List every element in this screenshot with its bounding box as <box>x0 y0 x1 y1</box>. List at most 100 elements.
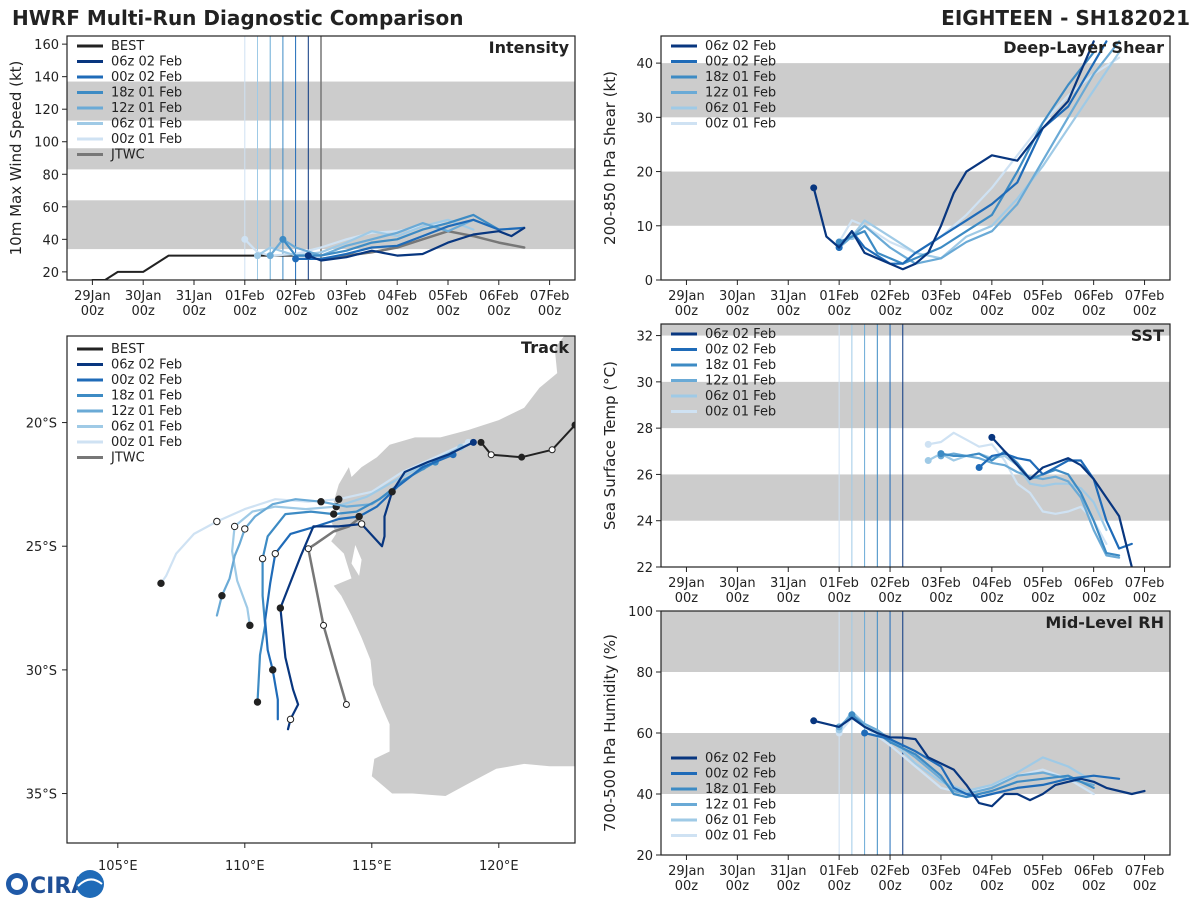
track-plot-area <box>157 336 575 796</box>
rh-xtick-sublabel: 00z <box>878 879 902 894</box>
intensity-xtick-label: 01Feb <box>225 289 265 304</box>
cira-logo: CIRA <box>6 870 104 899</box>
shear-xtick-sublabel: 00z <box>1082 304 1106 319</box>
intensity-ytick-label: 40 <box>42 233 59 248</box>
sst-panel: 22242628303229Jan00z30Jan00z31Jan00z01Fe… <box>601 323 1171 606</box>
rh-legend-label: 18z 01 Feb <box>705 782 776 797</box>
sst-xtick-label: 01Feb <box>819 576 859 591</box>
track-point <box>269 666 277 674</box>
intensity-legend-label: 12z 01 Feb <box>111 101 182 116</box>
rh-ytick-label: 100 <box>628 605 653 620</box>
rh-xtick-label: 29Jan <box>668 864 705 879</box>
best-track-point <box>477 438 485 446</box>
best-track-point <box>571 421 575 429</box>
shear-xtick-sublabel: 00z <box>980 304 1004 319</box>
track-point <box>330 510 338 518</box>
series-init-marker <box>848 711 856 719</box>
sst-frame <box>660 323 1171 568</box>
rh-xtick-label: 06Feb <box>1074 864 1114 879</box>
sst-xtick-label: 03Feb <box>921 576 961 591</box>
sst-legend-label: 18z 01 Feb <box>705 358 776 373</box>
track-legend-label: 00z 02 Feb <box>111 373 182 388</box>
best-line <box>91 254 310 280</box>
sst-xtick-sublabel: 00z <box>980 591 1004 606</box>
track-init-marker <box>469 438 477 446</box>
intensity-ytick-label: 160 <box>34 38 59 53</box>
series-init-marker <box>861 729 869 737</box>
intensity-xtick-sublabel: 00z <box>233 304 257 319</box>
rh-xtick-label: 01Feb <box>819 864 859 879</box>
track-point <box>286 715 295 724</box>
track-xtick-label: 115°E <box>352 859 392 874</box>
shear-xtick-sublabel: 00z <box>878 304 902 319</box>
sst-ytick-label: 22 <box>636 561 653 576</box>
sst-ytick-label: 28 <box>636 422 653 437</box>
track-point <box>218 591 226 600</box>
track-series-line-6 <box>159 441 470 585</box>
intensity-xtick-sublabel: 00z <box>538 304 562 319</box>
sst-legend-label: 12z 01 Feb <box>705 374 776 389</box>
rh-xtick-sublabel: 00z <box>1031 879 1055 894</box>
shear-panel: 01020304029Jan00z30Jan00z31Jan00z01Feb00… <box>601 35 1171 319</box>
jtwc-track-point <box>342 701 350 709</box>
track-ytick-label: 35°S <box>26 788 57 803</box>
intensity-ytick-label: 100 <box>34 136 59 151</box>
shear-xtick-label: 02Feb <box>870 289 910 304</box>
intensity-legend-label: 06z 01 Feb <box>111 117 182 132</box>
shear-ytick-label: 30 <box>636 111 653 126</box>
shear-xtick-sublabel: 00z <box>675 304 699 319</box>
rh-xtick-sublabel: 00z <box>980 879 1004 894</box>
shear-legend-label: 06z 02 Feb <box>705 39 776 54</box>
rh-xtick-sublabel: 00z <box>726 879 750 894</box>
track-ytick-label: 20°S <box>26 417 57 432</box>
track-point <box>258 554 267 563</box>
rh-xtick-sublabel: 00z <box>929 879 953 894</box>
track-point <box>213 517 221 526</box>
rh-xtick-sublabel: 00z <box>827 879 851 894</box>
series-init-marker <box>241 235 249 243</box>
track-legend-label: 18z 01 Feb <box>111 389 182 404</box>
series-init-marker <box>924 440 932 448</box>
rh-xtick-label: 07Feb <box>1125 864 1165 879</box>
rh-legend-label: 00z 01 Feb <box>705 829 776 844</box>
rh-ytick-label: 60 <box>636 727 653 742</box>
sst-xtick-label: 02Feb <box>870 576 910 591</box>
shear-xtick-label: 30Jan <box>719 289 756 304</box>
rh-legend-label: 12z 01 Feb <box>705 798 776 813</box>
track-ytick-label: 30°S <box>26 664 57 679</box>
sst-xtick-sublabel: 00z <box>726 591 750 606</box>
shear-xtick-label: 07Feb <box>1125 289 1165 304</box>
rh-ytick-label: 80 <box>636 666 653 681</box>
rh-ytick-label: 20 <box>636 849 653 864</box>
intensity-xtick-label: 05Feb <box>428 289 468 304</box>
intensity-xtick-label: 29Jan <box>74 289 111 304</box>
series-line-4 <box>939 452 1121 559</box>
intensity-xtick-sublabel: 00z <box>335 304 359 319</box>
shear-xtick-label: 01Feb <box>819 289 859 304</box>
sst-ytick-label: 26 <box>636 468 653 483</box>
sst-title: SST <box>1131 326 1164 345</box>
intensity-xtick-sublabel: 00z <box>436 304 460 319</box>
intensity-legend-label: JTWC <box>110 148 145 163</box>
track-point <box>253 698 262 706</box>
shear-xtick-sublabel: 00z <box>929 304 953 319</box>
track-point <box>335 495 343 503</box>
rh-legend-label: 06z 01 Feb <box>705 813 776 828</box>
intensity-legend-label: BEST <box>111 39 144 54</box>
series-line-2 <box>837 40 1108 265</box>
intensity-ytick-label: 60 <box>42 201 59 216</box>
series-init-marker <box>810 717 818 725</box>
rh-xtick-sublabel: 00z <box>675 879 699 894</box>
series-init-marker <box>988 433 996 441</box>
best-track-point <box>487 451 495 459</box>
shear-xtick-sublabel: 00z <box>1133 304 1157 319</box>
shear-title: Deep-Layer Shear <box>1003 38 1164 57</box>
shear-ylabel: 200-850 hPa Shear (kt) <box>601 71 619 245</box>
intensity-legend-label: 00z 02 Feb <box>111 70 182 85</box>
track-legend-label: 12z 01 Feb <box>111 404 182 419</box>
rh-ylabel: 700-500 hPa Humidity (%) <box>601 634 619 832</box>
shear-plot-area <box>661 40 1170 271</box>
shear-xtick-label: 05Feb <box>1023 289 1063 304</box>
series-init-marker <box>304 252 312 260</box>
